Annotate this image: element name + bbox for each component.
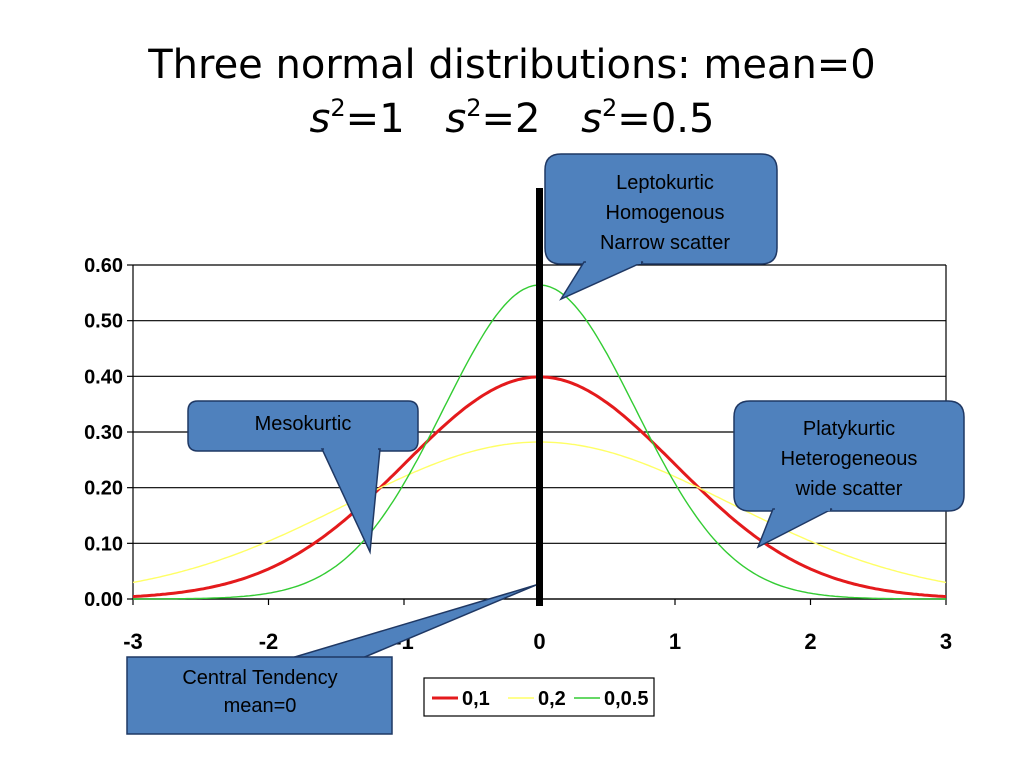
title-line-1: Three normal distributions: mean=0 xyxy=(148,42,876,88)
variance-3: s2=0.5 xyxy=(581,94,715,142)
callout-central-box xyxy=(126,656,393,735)
variance-1: s2=1 xyxy=(309,94,405,142)
x-tick-label: -2 xyxy=(259,629,279,654)
variance-2: s2=2 xyxy=(445,94,541,142)
legend-label: 0,2 xyxy=(538,688,566,710)
callout-leptokurtic-pointer xyxy=(559,261,644,301)
x-tick-label: -3 xyxy=(123,629,143,654)
callout-mesokurtic-box xyxy=(187,400,419,452)
y-tick-label: 0.60 xyxy=(84,255,123,277)
callouts xyxy=(126,153,965,735)
callout-mesokurtic-join xyxy=(324,446,378,451)
y-tick-label: 0.10 xyxy=(84,533,123,555)
callout-central-text: Central Tendency mean=0 xyxy=(182,667,338,717)
callout-platykurtic-join xyxy=(775,505,830,511)
callout-platykurtic-text: Platykurtic Heterogeneous wide scatter xyxy=(780,418,918,500)
callout-mesokurtic-text: Mesokurtic xyxy=(254,413,352,435)
legend-label: 0,1 xyxy=(462,688,490,710)
legend-label: 0,0.5 xyxy=(604,688,648,710)
y-tick-label: 0.00 xyxy=(84,589,123,611)
x-tick-label: 0 xyxy=(533,629,545,654)
callout-leptokurtic-join xyxy=(586,258,641,264)
legend-box xyxy=(423,677,655,717)
y-tick-label: 0.50 xyxy=(84,311,123,333)
slide-title: Three normal distributions: mean=0 s2=1 … xyxy=(0,38,1024,146)
y-tick-label: 0.40 xyxy=(84,366,123,388)
y-tick-label: 0.30 xyxy=(84,422,123,444)
axes: 0.000.100.200.300.400.500.60-3 -2 -1 0 1 2 3 xyxy=(84,255,952,654)
legend: 0,1 0,2 0,0.5 xyxy=(423,677,655,717)
callout-mesokurtic-pointer xyxy=(320,448,381,555)
x-tick-label: 1 xyxy=(669,629,681,654)
callout-platykurtic-pointer xyxy=(756,508,833,549)
callout-leptokurtic-box xyxy=(544,153,778,265)
callout-platykurtic-box xyxy=(733,400,965,512)
callout-leptokurtic-text: Leptokurtic Homogenous Narrow scatter xyxy=(599,172,731,254)
title-line-2: s2=1 s2=2 s2=0.5 xyxy=(0,92,1024,146)
x-tick-label: 3 xyxy=(940,629,952,654)
x-tick-label: 2 xyxy=(804,629,816,654)
y-tick-label: 0.20 xyxy=(84,478,123,500)
